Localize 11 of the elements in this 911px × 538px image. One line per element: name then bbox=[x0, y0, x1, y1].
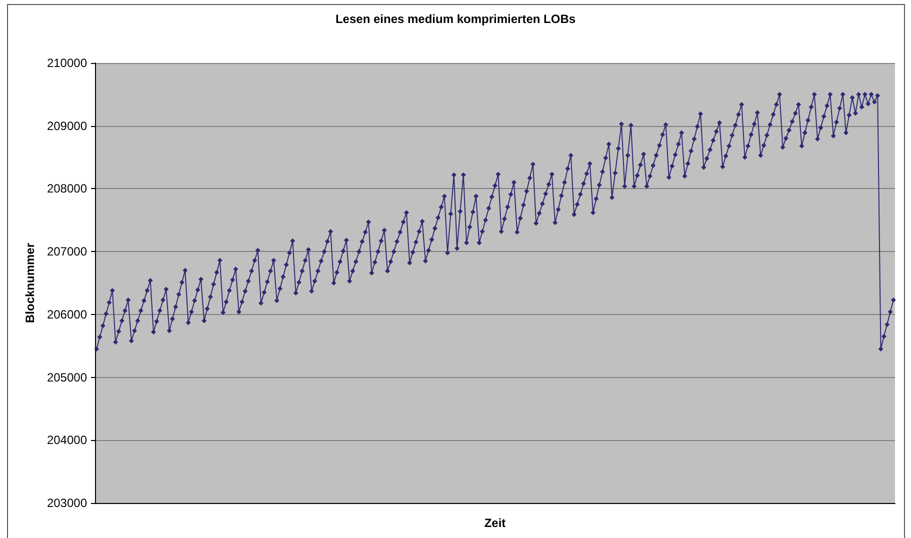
y-tick-label: 204000 bbox=[46, 433, 88, 448]
y-tick-label: 207000 bbox=[46, 244, 88, 259]
y-tick-label: 205000 bbox=[46, 370, 88, 384]
y-tick-label: 203000 bbox=[46, 496, 88, 510]
x-axis-title: Zeit bbox=[484, 516, 506, 530]
y-tick-label: 210000 bbox=[46, 56, 88, 70]
y-tick-label: 209000 bbox=[46, 118, 88, 133]
chart-title: Lesen eines medium komprimierten LOBs bbox=[335, 12, 576, 26]
y-axis-title: Blocknummer bbox=[23, 242, 38, 324]
y-tick-label: 208000 bbox=[46, 182, 88, 196]
y-tick-label: 206000 bbox=[46, 307, 88, 322]
